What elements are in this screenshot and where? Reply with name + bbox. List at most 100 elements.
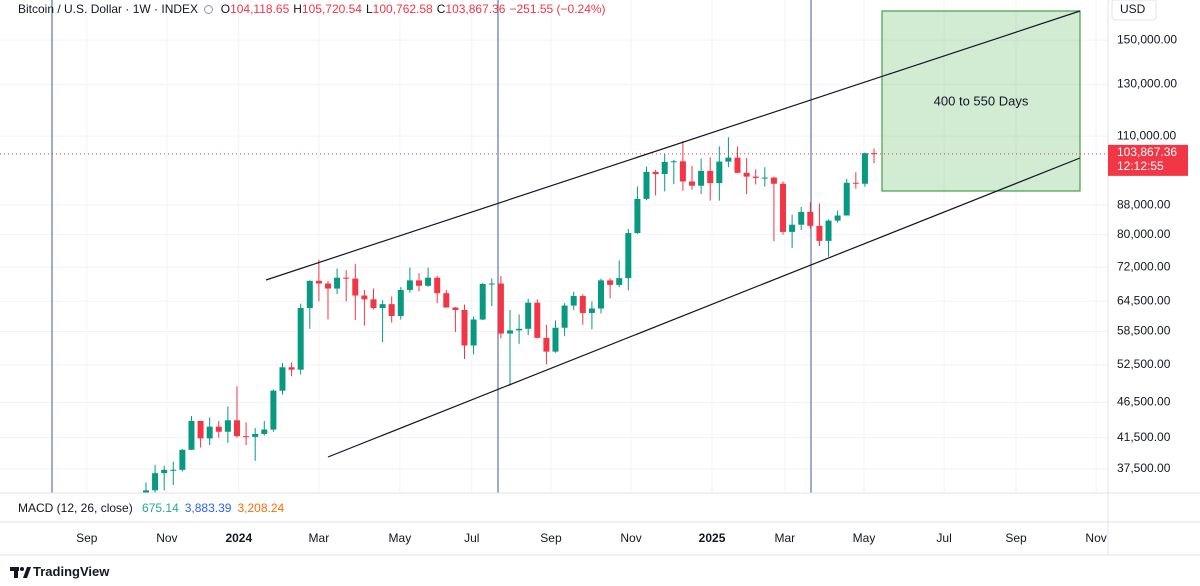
candle-body: [233, 420, 240, 437]
candle-body: [388, 304, 395, 316]
candle-body: [206, 426, 213, 439]
candle-body: [707, 170, 714, 184]
y-tick-label: 41,500.00: [1117, 430, 1171, 444]
ohlc-value: 103,867.36: [445, 2, 506, 16]
x-tick-label: Sep: [76, 531, 98, 545]
candle-body: [725, 157, 732, 162]
y-tick-label: 64,500.00: [1117, 293, 1171, 307]
y-tick-label: 37,500.00: [1117, 461, 1171, 475]
candle-body: [361, 295, 368, 300]
candle-body: [716, 161, 723, 184]
candle-body: [406, 280, 413, 290]
x-tick-label: Mar: [775, 531, 796, 545]
currency-label: USD: [1120, 2, 1146, 16]
status-dot: [204, 5, 214, 15]
y-tick-label: 150,000.00: [1117, 32, 1177, 46]
last-price-label: 103,867.36: [1117, 145, 1177, 159]
ohlc-value: 100,762.58: [372, 2, 433, 16]
candle-body: [534, 302, 541, 338]
y-tick-label: 72,000.00: [1117, 259, 1171, 273]
candle-body: [761, 177, 768, 179]
channel-upper: [265, 10, 1081, 281]
y-tick-label: 52,500.00: [1117, 357, 1171, 371]
axes: 150,000.00 130,000.00 110,000.00 88,000.00 8…: [76, 32, 1188, 545]
countdown-label: 12:12:55: [1117, 159, 1164, 173]
candles: [0, 137, 1108, 493]
candle-body: [625, 233, 632, 279]
indicator-value: 3,208.24: [237, 501, 285, 515]
candle-body: [670, 161, 677, 163]
last-price-box: [1108, 144, 1188, 176]
channel-lower: [327, 157, 1081, 458]
logo-part: [23, 567, 31, 578]
y-tick-label: 80,000.00: [1117, 227, 1171, 241]
indicator-value: 675.14: [142, 501, 179, 515]
x-tick-label: Jul: [936, 531, 951, 545]
x-tick-label: Mar: [309, 531, 330, 545]
ohlc-value: 105,720.54: [301, 2, 362, 16]
candle-body: [561, 305, 568, 328]
x-tick-label: Nov: [156, 531, 177, 545]
x-tick-label: Nov: [620, 531, 641, 545]
candle-body: [142, 490, 149, 493]
x-tick-label: Sep: [1005, 531, 1027, 545]
candle-body: [397, 289, 404, 316]
logo-part: [14, 567, 18, 578]
candle-body: [252, 433, 259, 437]
candle-body: [197, 420, 204, 439]
x-tick-label: 2024: [225, 531, 252, 545]
candle-body: [497, 283, 504, 334]
candle-body: [161, 469, 168, 474]
x-tick-label: Jul: [464, 531, 479, 545]
candle-body: [652, 171, 659, 175]
indicator-name: MACD (12, 26, close): [18, 501, 133, 515]
candle-body: [807, 211, 814, 226]
indicator-value: 3,883.39: [184, 501, 232, 515]
currency-box: [1111, 0, 1157, 21]
candle-body: [334, 277, 341, 289]
change: −251.55 (−0.24%): [509, 2, 606, 16]
candle-body: [315, 280, 322, 284]
symbol: Bitcoin / U.S. Dollar · 1W · INDEX: [18, 2, 199, 16]
candle-body: [643, 171, 650, 199]
y-tick-label: 88,000.00: [1117, 197, 1171, 211]
candle-body: [443, 293, 450, 308]
projection-box: [881, 10, 1081, 192]
candle-body: [743, 172, 750, 177]
candle-body: [798, 211, 805, 225]
candle-body: [825, 220, 832, 241]
y-tick-label: 46,500.00: [1117, 395, 1171, 409]
candle-body: [306, 280, 313, 309]
logo: [10, 567, 31, 578]
candle-body: [370, 299, 377, 309]
candle-body: [689, 181, 696, 186]
candle-body: [871, 153, 878, 155]
candle-body: [789, 224, 796, 232]
candle-body: [734, 157, 741, 173]
candle-body: [170, 469, 177, 471]
candle-body: [352, 278, 359, 296]
x-tick-label: May: [853, 531, 876, 545]
indicator-legend: MACD (12, 26, close) 675.14 3,883.39 3,208…: [18, 501, 290, 515]
brand: TradingView: [33, 564, 110, 579]
candle-body: [752, 176, 759, 178]
candle-body: [343, 277, 350, 279]
candle-body: [479, 283, 486, 320]
candle-body: [552, 327, 559, 352]
x-tick-label: Nov: [1085, 531, 1106, 545]
x-tick-label: Sep: [540, 531, 562, 545]
ohlc-key: H: [293, 2, 302, 16]
candle-body: [288, 367, 295, 370]
candle-body: [488, 283, 495, 285]
x-tick-label: 2025: [699, 531, 726, 545]
candle-body: [816, 225, 823, 241]
y-tick-label: 130,000.00: [1117, 77, 1177, 91]
y-tick-label: 110,000.00: [1117, 128, 1176, 142]
candle-body: [834, 215, 841, 221]
candle-body: [579, 296, 586, 313]
candle-body: [598, 280, 605, 309]
x-tick-label: May: [389, 531, 412, 545]
candle-body: [434, 277, 441, 294]
candle-body: [698, 170, 705, 186]
